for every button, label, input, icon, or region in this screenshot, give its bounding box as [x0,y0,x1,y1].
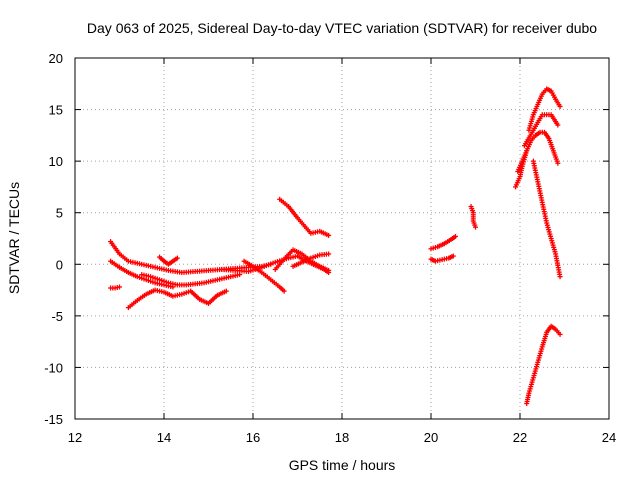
data-point [557,331,563,337]
data-point [326,267,332,273]
x-tick-label: 18 [335,430,349,445]
axis-ticks: 12 14 16 18 20 22 24 -15 -10 -5 0 5 10 15 20 [44,51,616,445]
data-point [326,232,332,238]
x-tick-label: 20 [424,430,438,445]
x-tick-label: 24 [602,430,616,445]
data-point [555,122,561,128]
x-tick-label: 12 [68,430,82,445]
data-point [473,224,478,230]
data-point [557,103,563,109]
data-point [555,160,561,166]
data-point [223,288,229,294]
chart-title: Day 063 of 2025, Sidereal Day-to-day VTE… [87,20,597,36]
y-tick-label: 10 [49,154,63,169]
data-point [174,255,180,261]
data-point [557,274,563,280]
data-point [117,284,122,290]
data-point [452,233,458,239]
data-point [524,148,530,154]
x-tick-label: 14 [157,430,171,445]
x-tick-label: 22 [513,430,527,445]
y-tick-label: -5 [51,309,63,324]
data-point [326,251,332,257]
y-tick-label: 5 [56,206,63,221]
y-tick-label: -10 [44,360,63,375]
data-points [108,86,563,407]
y-tick-label: 20 [49,51,63,66]
x-tick-label: 16 [246,430,260,445]
y-tick-label: 15 [49,103,63,118]
y-tick-label: -15 [44,412,63,427]
data-point [281,288,287,294]
data-point [450,253,456,259]
x-axis-label: GPS time / hours [289,457,396,473]
y-axis-label: SDTVAR / TECUs [6,182,22,294]
grid-lines [75,58,609,419]
y-tick-label: 0 [56,257,63,272]
